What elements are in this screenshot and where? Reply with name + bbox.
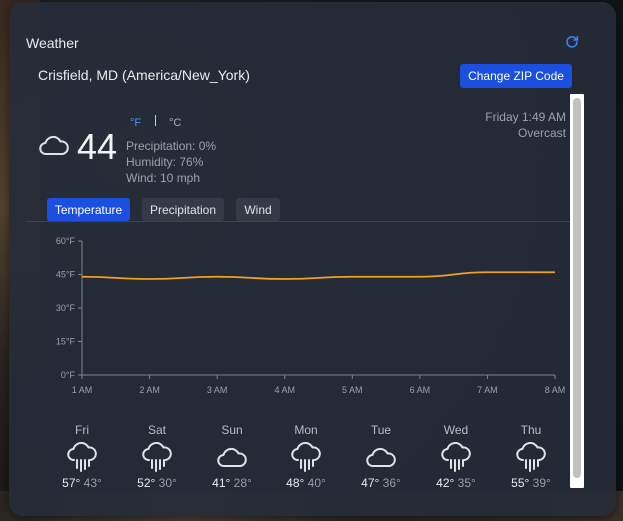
forecast-day: Thu 55° 39° — [501, 423, 561, 490]
forecast-day: Wed 42° 35° — [426, 423, 486, 490]
forecast-low: 30° — [158, 476, 177, 490]
forecast-low: 43° — [83, 476, 102, 490]
forecast-day-label: Tue — [370, 423, 392, 437]
cloud-icon — [217, 447, 247, 467]
y-tick-label: 15°F — [56, 337, 76, 347]
forecast-low: 40° — [307, 476, 326, 490]
x-tick-label: 5 AM — [342, 385, 363, 395]
current-temperature: 44 — [77, 126, 118, 167]
forecast-day: Fri 57° 43° — [52, 423, 112, 490]
widget-title: Weather — [26, 35, 79, 51]
y-tick-label: 0°F — [61, 370, 76, 380]
change-zip-button[interactable]: Change ZIP Code — [460, 64, 572, 88]
forecast-day-label: Mon — [294, 423, 318, 437]
forecast-day: Sat 52° 30° — [127, 423, 187, 490]
location-label: Crisfield, MD (America/New_York) — [38, 67, 250, 83]
forecast-high: 41° — [212, 476, 231, 490]
forecast-day-label: Sun — [221, 423, 243, 437]
humidity-stat: Humidity: 76% — [126, 155, 204, 169]
refresh-icon[interactable] — [565, 35, 579, 49]
forecast-high: 42° — [436, 476, 455, 490]
forecast-low: 28° — [233, 476, 252, 490]
current-description: Overcast — [517, 126, 566, 140]
y-tick-label: 30°F — [56, 303, 76, 313]
wind-stat: Wind: 10 mph — [126, 171, 201, 185]
forecast-day: Sun 41° 28° — [202, 423, 262, 490]
forecast-high: 47° — [361, 476, 380, 490]
scrollbar-thumb[interactable] — [573, 98, 581, 478]
forecast-low: 39° — [532, 476, 551, 490]
rain-cloud-icon — [291, 442, 321, 472]
x-tick-label: 2 AM — [139, 385, 160, 395]
tab-precipitation[interactable]: Precipitation — [142, 198, 224, 221]
x-tick-label: 1 AM — [72, 385, 93, 395]
forecast-day: Mon 48° 40° — [276, 423, 336, 490]
tab-temperature[interactable]: Temperature — [47, 198, 130, 221]
forecast-day: Tue 47° 36° — [351, 423, 411, 490]
y-tick-label: 45°F — [56, 270, 76, 280]
x-tick-label: 7 AM — [477, 385, 498, 395]
forecast-high: 57° — [62, 476, 81, 490]
x-tick-label: 6 AM — [410, 385, 431, 395]
rain-cloud-icon — [142, 442, 172, 472]
precipitation-stat: Precipitation: 0% — [126, 139, 217, 153]
unit-fahrenheit-toggle[interactable]: °F — [130, 117, 142, 129]
tab-divider — [26, 221, 570, 222]
rain-cloud-icon — [441, 442, 471, 472]
x-tick-label: 4 AM — [274, 385, 295, 395]
x-tick-label: 3 AM — [207, 385, 228, 395]
forecast-low: 36° — [382, 476, 401, 490]
x-tick-label: 8 AM — [545, 385, 566, 395]
rain-cloud-icon — [516, 442, 546, 472]
forecast-day-label: Fri — [75, 423, 89, 437]
tab-wind[interactable]: Wind — [236, 198, 280, 221]
forecast-low: 35° — [457, 476, 476, 490]
forecast-day-label: Thu — [520, 423, 542, 437]
y-tick-label: 60°F — [56, 236, 76, 246]
forecast-high: 48° — [286, 476, 305, 490]
unit-celsius-toggle[interactable]: °C — [169, 117, 182, 129]
forecast-high: 52° — [137, 476, 156, 490]
cloud-icon — [366, 447, 396, 467]
current-day-time: Friday 1:49 AM — [485, 110, 566, 124]
forecast-high: 55° — [511, 476, 530, 490]
rain-cloud-icon — [67, 442, 97, 472]
cloud-icon — [39, 135, 69, 155]
temperature-series-line — [81, 271, 556, 280]
forecast-day-label: Wed — [443, 423, 469, 437]
unit-divider — [155, 115, 156, 126]
forecast-day-label: Sat — [147, 423, 166, 437]
